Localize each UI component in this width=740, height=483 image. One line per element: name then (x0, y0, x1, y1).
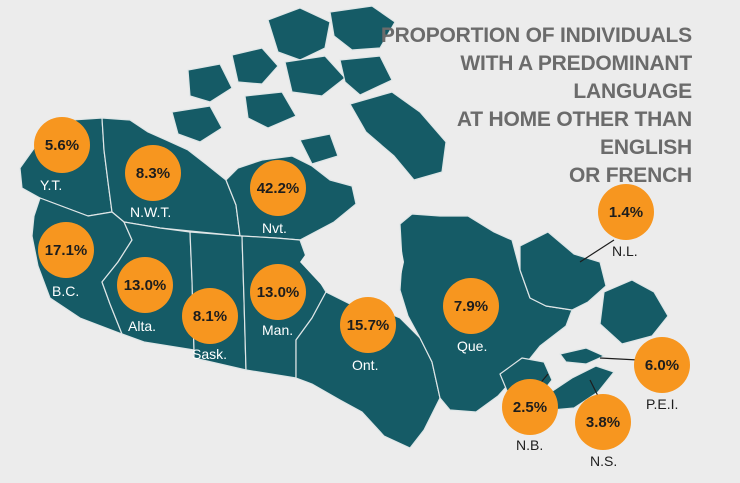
value-badge-sask: 8.1% (182, 288, 238, 344)
value-badge-ns: 3.8% (575, 394, 631, 450)
region-label-man: Man. (262, 322, 294, 338)
region-label-nb: N.B. (516, 437, 544, 453)
value-badge-nb: 2.5% (502, 379, 558, 435)
value-badge-ont: 15.7% (340, 297, 396, 353)
region-label-pei: P.E.I. (646, 396, 679, 412)
region-label-ont: Ont. (352, 357, 379, 373)
arctic-island (171, 105, 223, 143)
value-badge-alta: 13.0% (117, 257, 173, 313)
title-line: AT HOME OTHER THAN ENGLISH (456, 108, 692, 159)
region-label-ns: N.S. (590, 453, 618, 469)
connector-line (579, 239, 615, 263)
region-label-nwt: N.W.T. (130, 204, 172, 220)
value-badge-nwt: 8.3% (125, 145, 181, 201)
arctic-island (339, 55, 393, 96)
value-badge-yt: 5.6% (34, 117, 90, 173)
title-line: PROPORTION OF INDIVIDUALS (380, 24, 692, 47)
title-line: WITH A PREDOMINANT LANGUAGE (460, 52, 692, 103)
labrador (519, 231, 607, 311)
arctic-island (244, 91, 297, 129)
value-badge-pei: 6.0% (634, 337, 690, 393)
region-label-alta: Alta. (128, 318, 157, 334)
value-badge-nl: 1.4% (598, 184, 654, 240)
connector-line (589, 379, 599, 397)
value-badge-bc: 17.1% (38, 222, 94, 278)
region-label-nl: N.L. (612, 243, 638, 259)
prince-edward-island (559, 347, 605, 365)
region-label-nvt: Nvt. (262, 220, 287, 236)
arctic-island (329, 5, 396, 51)
region-label-que: Que. (457, 338, 488, 354)
region-label-sask: Sask. (192, 346, 228, 362)
region-label-yt: Y.T. (40, 177, 63, 193)
arctic-island (231, 47, 279, 85)
value-badge-man: 13.0% (250, 264, 306, 320)
title-line: OR FRENCH (568, 164, 692, 187)
newfoundland-island (599, 279, 669, 345)
arctic-island (284, 55, 346, 97)
baffin-island (349, 91, 447, 181)
region-label-bc: B.C. (52, 283, 80, 299)
connector-line (599, 357, 639, 361)
arctic-island (299, 133, 339, 165)
value-badge-que: 7.9% (443, 278, 499, 334)
map-title: PROPORTION OF INDIVIDUALS WITH A PREDOMI… (362, 22, 692, 190)
value-badge-nvt: 42.2% (250, 160, 306, 216)
arctic-island (187, 63, 233, 103)
hudson-bay (300, 214, 404, 304)
arctic-island (267, 7, 331, 61)
